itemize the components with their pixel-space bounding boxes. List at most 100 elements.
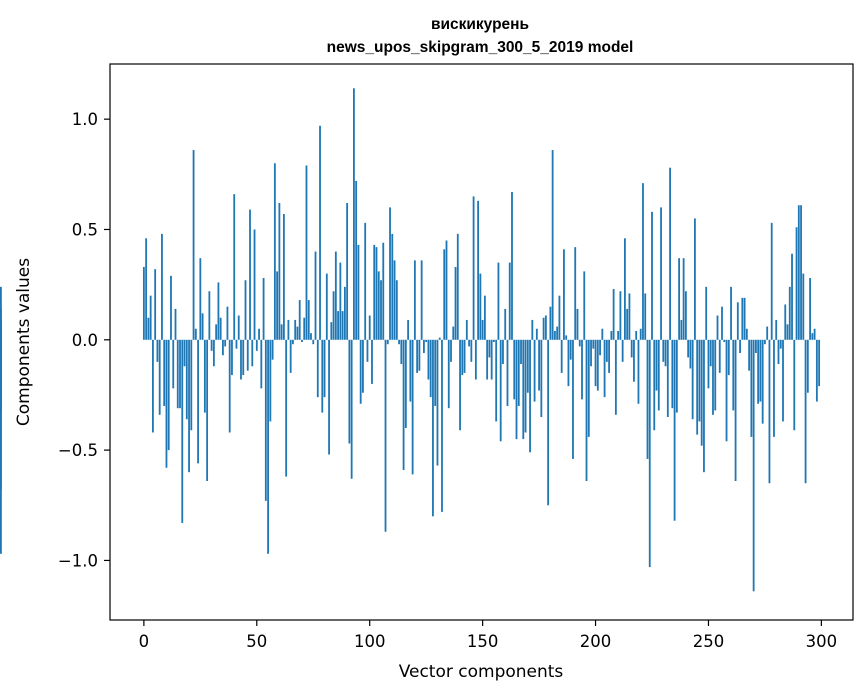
y-tick-label: −1.0 — [58, 551, 98, 570]
bar — [727, 339, 730, 376]
bar — [389, 207, 391, 340]
bar — [282, 214, 285, 340]
bar — [761, 339, 764, 424]
bar — [278, 203, 281, 340]
bar — [698, 339, 701, 422]
bar — [725, 339, 728, 442]
x-tick-label: 200 — [580, 632, 612, 651]
bar — [443, 249, 446, 340]
bar — [470, 339, 473, 362]
bar — [664, 339, 667, 367]
bar — [603, 339, 606, 398]
bar — [502, 339, 504, 365]
bar — [535, 328, 538, 340]
bar — [754, 339, 757, 354]
bar — [434, 339, 437, 406]
bar — [425, 339, 428, 342]
bar — [267, 339, 269, 554]
bar — [325, 273, 328, 340]
bar — [594, 339, 597, 387]
bar — [203, 339, 206, 413]
bar — [432, 339, 434, 517]
bar — [617, 330, 620, 340]
bar — [287, 319, 290, 340]
bar — [775, 319, 778, 340]
bar — [818, 339, 821, 387]
bar — [506, 339, 509, 406]
bar — [307, 300, 310, 340]
bar — [321, 339, 324, 413]
bar — [660, 207, 662, 340]
bar — [185, 339, 188, 420]
bar — [743, 297, 746, 340]
bar — [280, 324, 283, 340]
x-tick-label: 50 — [246, 632, 267, 651]
bar — [707, 339, 710, 389]
bar — [382, 242, 385, 340]
bar — [793, 339, 796, 431]
bar — [549, 306, 552, 340]
bar — [662, 339, 665, 362]
bar — [533, 339, 536, 402]
bar — [666, 339, 669, 418]
bar — [764, 339, 766, 345]
bar — [330, 322, 333, 340]
bar — [782, 339, 784, 422]
bar — [576, 308, 579, 340]
bar — [147, 317, 150, 340]
bar — [678, 258, 681, 340]
bar — [709, 339, 712, 367]
bar — [495, 339, 498, 422]
bar — [183, 339, 186, 367]
bar — [386, 339, 389, 345]
bar — [481, 319, 484, 340]
y-tick-label: 1.0 — [72, 110, 98, 129]
bar — [590, 339, 592, 367]
bar — [253, 229, 256, 340]
bar — [285, 339, 288, 477]
bar — [174, 308, 177, 340]
bar — [773, 339, 775, 437]
bar — [334, 251, 337, 340]
bar — [380, 280, 382, 340]
plot-frame — [109, 63, 854, 621]
bar — [493, 339, 495, 342]
bar — [646, 339, 649, 459]
bar — [251, 339, 254, 367]
bar — [343, 286, 346, 340]
bar — [409, 339, 412, 402]
bar — [558, 295, 561, 340]
bar — [465, 319, 468, 340]
bar — [605, 339, 608, 362]
bar — [145, 238, 148, 340]
bar — [314, 251, 317, 340]
bar — [560, 339, 563, 373]
bar — [768, 339, 771, 484]
bar — [628, 293, 631, 340]
bar — [461, 339, 464, 376]
bar — [217, 282, 220, 340]
bar — [483, 295, 486, 340]
bar — [716, 315, 719, 340]
bar — [585, 339, 588, 481]
bar — [472, 196, 475, 340]
bar — [418, 339, 421, 371]
bar — [680, 319, 683, 340]
bar — [730, 286, 732, 340]
bar — [346, 203, 349, 340]
bar — [447, 339, 450, 409]
bar — [416, 339, 419, 373]
bar — [373, 244, 376, 340]
bar — [231, 339, 233, 376]
bar — [723, 339, 726, 342]
bar — [420, 260, 423, 340]
bar — [224, 339, 227, 347]
bar — [393, 260, 396, 340]
bar — [601, 328, 604, 340]
bar — [350, 339, 353, 479]
bar — [454, 266, 457, 340]
bar — [167, 339, 170, 451]
bar — [553, 330, 556, 340]
bar — [237, 315, 240, 340]
bar — [524, 339, 527, 433]
